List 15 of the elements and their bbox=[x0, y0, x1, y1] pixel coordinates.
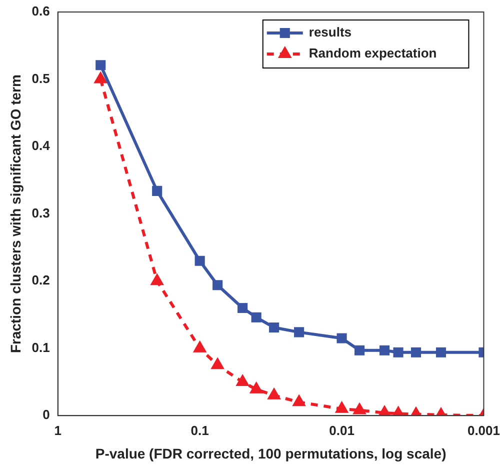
y-tick-label: 0.5 bbox=[32, 70, 50, 86]
x-tick-label: 0.01 bbox=[329, 422, 354, 438]
y-tick-label: 0.3 bbox=[32, 205, 50, 220]
y-tick-label: 0 bbox=[42, 407, 50, 422]
y-tick-label: 0.2 bbox=[32, 272, 50, 288]
y-tick-label: 0.6 bbox=[32, 4, 50, 19]
legend-label: Random expectation bbox=[308, 46, 437, 61]
x-tick-label: 0.1 bbox=[190, 422, 209, 438]
y-tick-label: 0.1 bbox=[32, 340, 50, 355]
y-tick-label: 0.4 bbox=[32, 138, 51, 154]
x-axis-title: P-value (FDR corrected, 100 permutations, log scale) bbox=[95, 445, 446, 462]
y-axis-title: Fraction clusters with significant GO term bbox=[7, 74, 24, 354]
x-tick-label: 1 bbox=[54, 422, 62, 438]
legend-label: results bbox=[308, 24, 352, 40]
x-tick-label: 0.001 bbox=[467, 422, 500, 438]
